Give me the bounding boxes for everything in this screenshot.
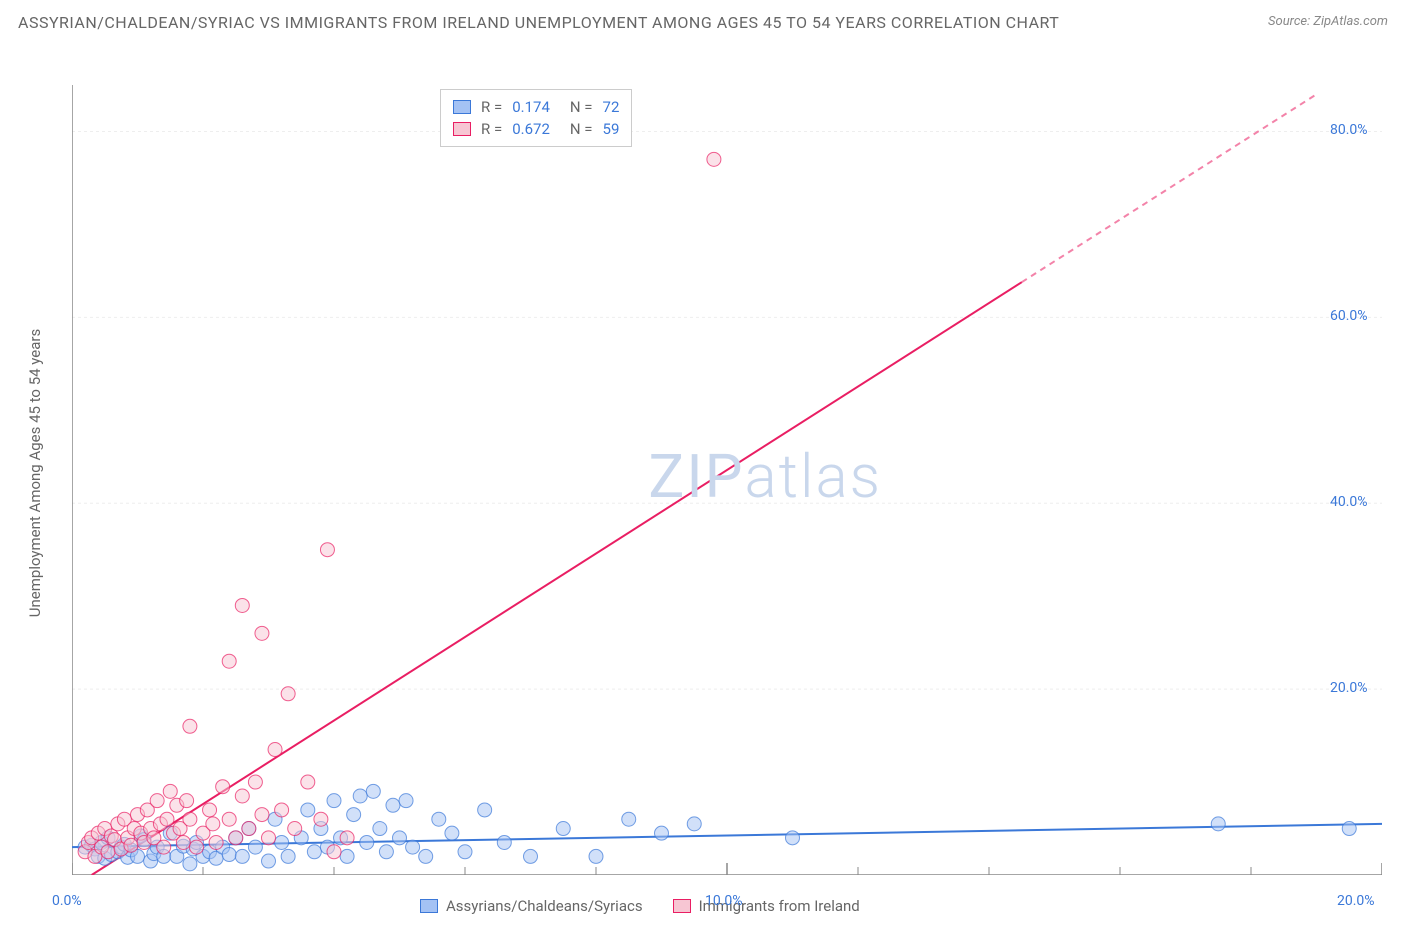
y-tick-label: 40.0% — [1330, 494, 1368, 510]
stats-r-label: R = — [481, 98, 502, 116]
legend-swatch — [453, 122, 471, 136]
stats-n-label: N = — [570, 120, 593, 138]
x-tick-label: 10.0% — [705, 893, 743, 909]
legend-swatch — [673, 899, 691, 913]
stats-r-value: 0.174 — [512, 98, 550, 116]
y-tick-label: 20.0% — [1330, 680, 1368, 696]
y-tick-label: 80.0% — [1330, 122, 1368, 138]
chart-title: ASSYRIAN/CHALDEAN/SYRIAC VS IMMIGRANTS F… — [18, 10, 1268, 36]
stats-legend: R = 0.174 N = 72 R = 0.672 N = 59 — [440, 89, 632, 147]
scatter-plot — [72, 85, 1382, 875]
stats-n-value: 59 — [603, 120, 620, 138]
stats-n-label: N = — [570, 98, 593, 116]
stats-r-label: R = — [481, 120, 502, 138]
y-tick-label: 60.0% — [1330, 308, 1368, 324]
legend-label: Assyrians/Chaldeans/Syriacs — [446, 897, 643, 915]
legend-item: Assyrians/Chaldeans/Syriacs — [420, 897, 643, 915]
source-label: Source: ZipAtlas.com — [1268, 10, 1388, 29]
y-axis-label: Unemployment Among Ages 45 to 54 years — [26, 323, 44, 623]
legend-item: Immigrants from Ireland — [673, 897, 860, 915]
stats-row: R = 0.672 N = 59 — [453, 118, 619, 140]
x-tick-label: 20.0% — [1337, 893, 1375, 909]
stats-r-value: 0.672 — [512, 120, 550, 138]
legend-swatch — [420, 899, 438, 913]
legend-swatch — [453, 100, 471, 114]
stats-n-value: 72 — [603, 98, 620, 116]
stats-row: R = 0.174 N = 72 — [453, 96, 619, 118]
x-tick-label: 0.0% — [52, 893, 82, 909]
series-legend: Assyrians/Chaldeans/Syriacs Immigrants fr… — [420, 897, 860, 915]
